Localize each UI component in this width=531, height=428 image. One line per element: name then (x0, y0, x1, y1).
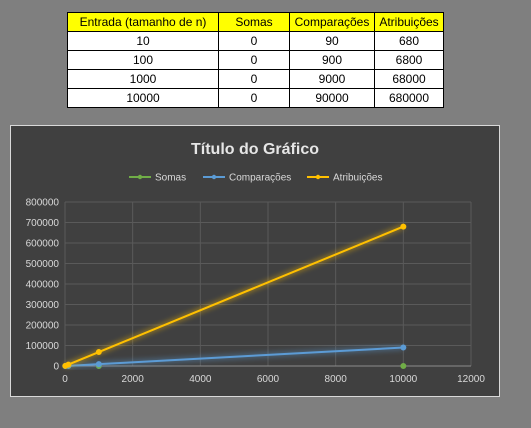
chart-title: Título do Gráfico (191, 141, 319, 158)
table-cell[interactable]: 680000 (374, 88, 444, 108)
y-tick-label: 800000 (26, 198, 60, 209)
header-somas[interactable]: Somas (218, 12, 290, 32)
series-line-1[interactable] (65, 346, 404, 367)
y-axis: 0 100000 200000 300000 400000 500000 600000 700… (26, 198, 60, 373)
table-cell[interactable]: 900 (289, 50, 375, 70)
table-cell[interactable]: 68000 (374, 69, 444, 89)
legend-marker (137, 174, 143, 180)
line-chart: Título do Gráfico Somas Comparações Atribu… (26, 141, 486, 385)
data-point[interactable] (400, 363, 407, 369)
data-table: Entrada (tamanho de n) Somas Comparações… (67, 12, 444, 108)
table-cell[interactable]: 0 (218, 69, 290, 89)
x-axis: 0 2000 4000 6000 8000 10000 12000 (62, 365, 485, 385)
series-line-2[interactable] (64, 225, 404, 367)
x-tick-label: 12000 (457, 374, 485, 385)
x-tick-label: 6000 (257, 374, 280, 385)
y-tick-label: 0 (53, 362, 59, 373)
data-point[interactable] (95, 349, 102, 356)
chart-series (62, 223, 407, 369)
x-tick-label: 2000 (122, 374, 145, 385)
chart-legend[interactable]: Somas Comparações Atribuições (129, 173, 382, 184)
x-tick-label: 8000 (325, 374, 348, 385)
y-tick-label: 300000 (26, 300, 60, 311)
legend-marker (211, 174, 217, 180)
header-comparacoes[interactable]: Comparações (289, 12, 375, 32)
x-tick-label: 0 (62, 374, 68, 385)
y-tick-label: 200000 (26, 321, 60, 332)
table-cell[interactable]: 680 (374, 31, 444, 51)
table-cell[interactable]: 10000 (67, 88, 219, 108)
x-tick-label: 10000 (389, 374, 417, 385)
legend-label: Somas (155, 173, 186, 184)
legend-label: Atribuições (333, 173, 382, 184)
y-tick-label: 500000 (26, 259, 60, 270)
table-cell[interactable]: 10 (67, 31, 219, 51)
y-tick-label: 700000 (26, 218, 60, 229)
header-entrada[interactable]: Entrada (tamanho de n) (67, 12, 219, 32)
table-row: 10000 0 90000 680000 (67, 88, 444, 108)
y-tick-label: 400000 (26, 280, 60, 291)
table-cell[interactable]: 0 (218, 50, 290, 70)
table-header-row: Entrada (tamanho de n) Somas Comparações… (67, 12, 444, 32)
table-row: 100 0 900 6800 (67, 50, 444, 70)
y-tick-label: 100000 (26, 341, 60, 352)
table-cell[interactable]: 90 (289, 31, 375, 51)
table-row: 10 0 90 680 (67, 31, 444, 51)
chart-panel[interactable]: Título do Gráfico Somas Comparações Atribu… (10, 125, 500, 397)
data-point[interactable] (95, 361, 102, 368)
table-cell[interactable]: 0 (218, 31, 290, 51)
legend-marker (315, 174, 321, 180)
table-cell[interactable]: 90000 (289, 88, 375, 108)
data-point[interactable] (400, 344, 407, 351)
table-cell[interactable]: 6800 (374, 50, 444, 70)
table-cell[interactable]: 1000 (67, 69, 219, 89)
x-tick-label: 4000 (189, 374, 212, 385)
data-point[interactable] (65, 361, 72, 368)
table-cell[interactable]: 9000 (289, 69, 375, 89)
header-atribuicoes[interactable]: Atribuições (374, 12, 444, 32)
table-cell[interactable]: 0 (218, 88, 290, 108)
table-cell[interactable]: 100 (67, 50, 219, 70)
y-tick-label: 600000 (26, 239, 60, 250)
data-point[interactable] (400, 223, 407, 230)
table-row: 1000 0 9000 68000 (67, 69, 444, 89)
legend-label: Comparações (229, 173, 291, 184)
